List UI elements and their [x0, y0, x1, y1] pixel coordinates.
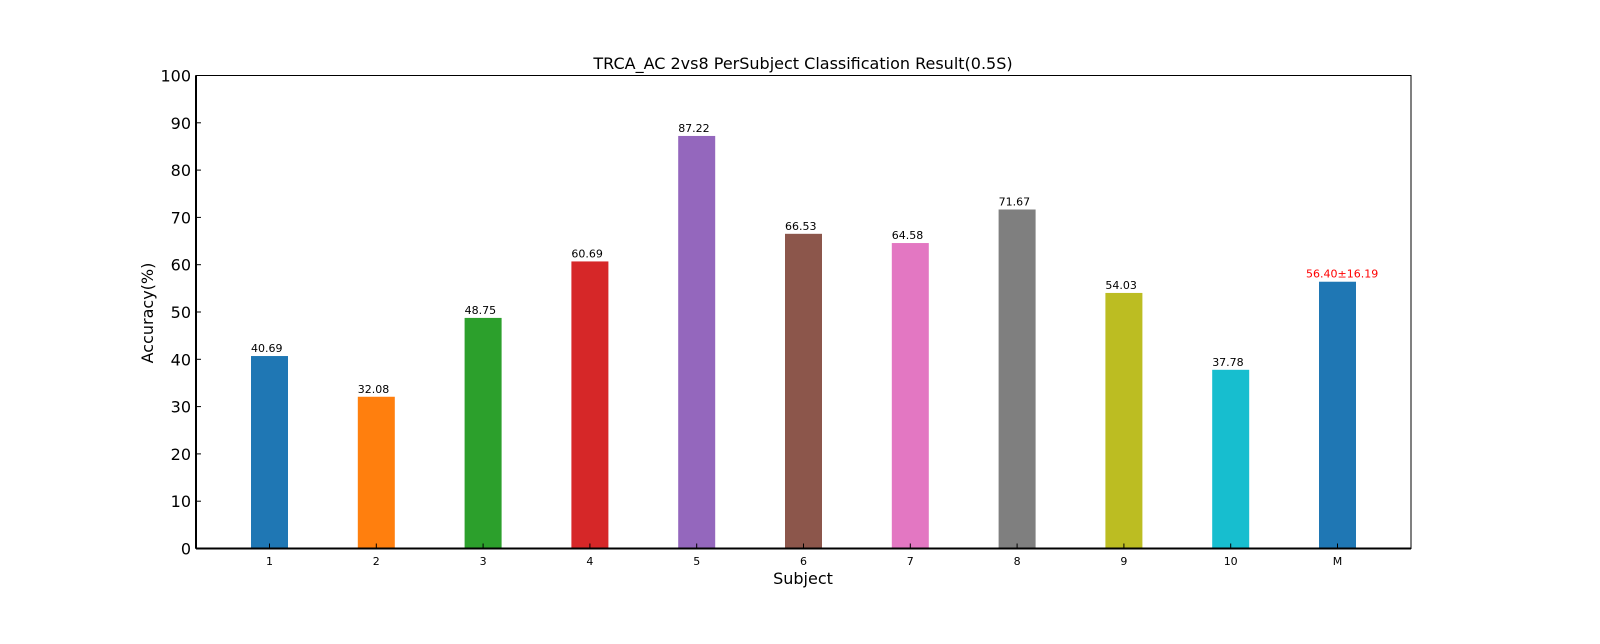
bar-3 [464, 317, 502, 549]
data-label-8: 71.67 [999, 196, 1031, 209]
x-tick-label: 9 [1120, 555, 1127, 568]
y-tick-label: 100 [160, 67, 191, 86]
y-tick-label: 70 [171, 208, 191, 227]
bar-4 [571, 261, 609, 549]
data-label-2: 32.08 [358, 383, 390, 396]
bar-7 [891, 243, 929, 549]
y-tick-label: 90 [171, 114, 191, 133]
data-label-6: 66.53 [785, 220, 817, 233]
data-label-1: 40.69 [251, 342, 283, 355]
data-label-9: 54.03 [1105, 279, 1137, 292]
y-tick-label: 60 [171, 256, 191, 275]
data-label-10: 37.78 [1212, 356, 1244, 369]
bar-10 [1212, 369, 1250, 549]
bar-6 [785, 233, 822, 549]
data-label-M: 56.40±16.19 [1306, 268, 1378, 281]
x-tick-label: 8 [1014, 555, 1021, 568]
y-tick-label: 20 [171, 445, 191, 464]
x-tick-label: 2 [373, 555, 380, 568]
bars-layer [251, 135, 1356, 549]
y-tick-label: 10 [171, 492, 191, 511]
x-tick-label: 5 [693, 555, 700, 568]
y-axis-label: Accuracy(%) [138, 263, 157, 364]
data-label-3: 48.75 [465, 304, 497, 317]
y-axis-ticks: 0 10 20 30 40 50 60 70 80 90 100 [160, 67, 201, 559]
bar-2 [357, 396, 395, 549]
x-axis-label: Subject [773, 569, 833, 588]
x-tick-label: 6 [800, 555, 807, 568]
data-label-7: 64.58 [892, 229, 924, 242]
data-labels-layer: 40.69 32.08 48.75 60.69 87.22 66.53 64.58 71.67… [251, 122, 1378, 396]
y-tick-label: 30 [171, 398, 191, 417]
x-tick-label: 10 [1224, 555, 1238, 568]
bar-8 [998, 209, 1036, 549]
chart-title: TRCA_AC 2vs8 PerSubject Classification R… [592, 54, 1012, 74]
bar-9 [1105, 292, 1143, 549]
data-label-4: 60.69 [571, 247, 603, 260]
y-tick-label: 0 [181, 540, 191, 559]
x-tick-label: 4 [586, 555, 593, 568]
x-tick-label: 1 [266, 555, 273, 568]
y-tick-label: 50 [171, 303, 191, 322]
y-tick-label: 80 [171, 161, 191, 180]
bar-1 [251, 356, 288, 549]
y-tick-label: 40 [171, 350, 191, 369]
bar-M [1319, 281, 1356, 549]
x-tick-label: 3 [480, 555, 487, 568]
data-label-5: 87.22 [678, 122, 710, 135]
x-tick-label: 7 [907, 555, 914, 568]
bar-5 [678, 135, 716, 549]
x-tick-label: M [1333, 555, 1343, 568]
